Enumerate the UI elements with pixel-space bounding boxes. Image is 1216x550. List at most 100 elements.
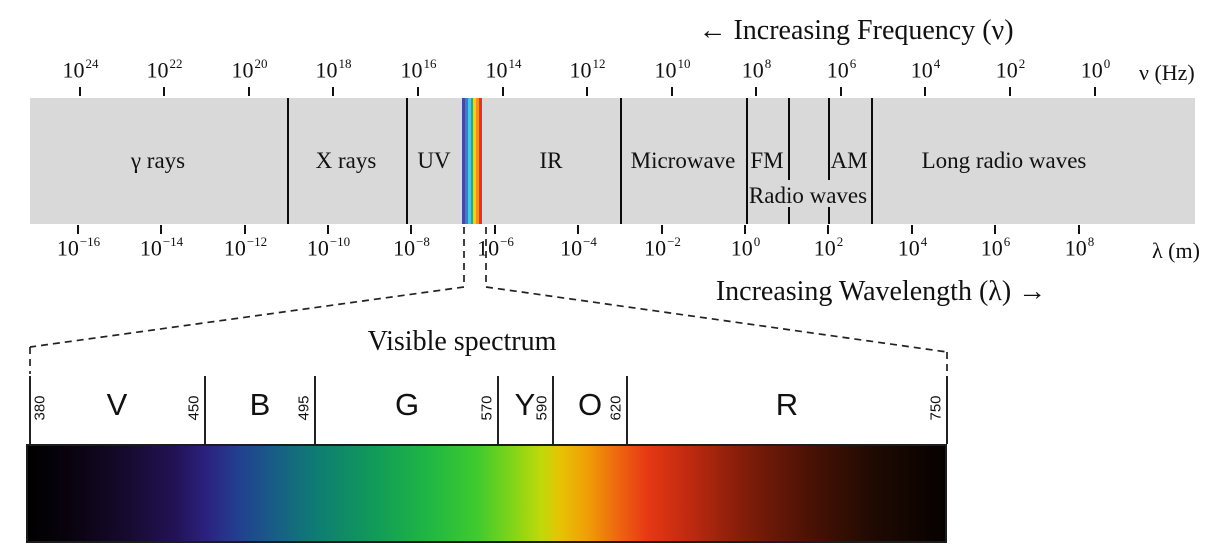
wavelength-tick xyxy=(827,225,829,234)
band-region-label: AM xyxy=(830,148,868,173)
wavelength-tick xyxy=(994,225,996,234)
band-divider xyxy=(287,98,289,224)
freq-tick xyxy=(332,87,334,96)
band-region-label: Long radio waves xyxy=(921,148,1087,173)
band-region-label: IR xyxy=(539,148,563,173)
wavelength-tick-label: 10−12 xyxy=(223,234,268,261)
band-divider xyxy=(620,98,622,224)
wavelength-tick xyxy=(77,225,79,234)
wavelength-tick xyxy=(577,225,579,234)
visible-boundary-line xyxy=(626,376,628,444)
band-divider-partial-bottom xyxy=(788,207,790,224)
visible-region-letter: B xyxy=(249,387,271,422)
wavelength-tick-label: 10−8 xyxy=(393,234,430,261)
visible-boundary-line xyxy=(314,376,316,444)
visible-region-letter: R xyxy=(775,387,799,422)
visible-boundary-label: 590 xyxy=(533,395,551,421)
freq-tick xyxy=(163,87,165,96)
wavelength-tick xyxy=(661,225,663,234)
wavelength-tick-label: 104 xyxy=(897,234,928,261)
freq-tick-label: 104 xyxy=(910,56,941,83)
freq-tick-label: 1010 xyxy=(654,56,691,83)
rainbow-strip xyxy=(462,98,483,224)
visible-spectrum-title: Visible spectrum xyxy=(367,326,557,357)
freq-tick-label: 1018 xyxy=(315,56,352,83)
band-region-label: FM xyxy=(750,148,784,173)
visible-region-letter: V xyxy=(106,387,128,422)
freq-tick-label: 100 xyxy=(1080,56,1111,83)
band-divider xyxy=(871,98,873,224)
visible-boundary-label: 620 xyxy=(607,395,625,421)
visible-boundary-line xyxy=(497,376,499,444)
freq-tick-label: 1022 xyxy=(146,56,183,83)
freq-tick xyxy=(248,87,250,96)
wavelength-tick-label: 10−10 xyxy=(306,234,351,261)
visible-boundary-label: 750 xyxy=(927,395,945,421)
visible-boundary-line xyxy=(946,376,948,444)
wavelength-tick-label: 10−16 xyxy=(56,234,101,261)
rainbow-stripe xyxy=(462,98,465,224)
visible-spectrum-bar xyxy=(26,444,947,543)
wavelength-tick-label: 100 xyxy=(730,234,761,261)
wavelength-tick xyxy=(410,225,412,234)
band-divider-partial-bottom xyxy=(828,207,830,224)
visible-region-letter: O xyxy=(577,387,603,422)
freq-tick xyxy=(755,87,757,96)
band-region-label: UV xyxy=(417,148,451,173)
visible-boundary-line xyxy=(552,376,554,444)
radio-waves-label: Radio waves xyxy=(748,183,868,208)
freq-tick xyxy=(840,87,842,96)
visible-boundary-label: 570 xyxy=(478,395,496,421)
band-region-label: γ rays xyxy=(130,148,186,173)
freq-tick xyxy=(502,87,504,96)
wavelength-tick-label: 10−14 xyxy=(139,234,184,261)
visible-boundary-line xyxy=(29,376,31,444)
rainbow-stripe xyxy=(479,98,483,224)
increasing-frequency-title: ← Increasing Frequency (ν) xyxy=(698,15,1014,46)
band-divider-partial-top xyxy=(828,98,830,180)
band-divider-partial-top xyxy=(788,98,790,180)
wavelength-tick xyxy=(327,225,329,234)
freq-tick-label: 1024 xyxy=(62,56,99,83)
visible-boundary-line xyxy=(204,376,206,444)
frequency-unit-label: ν (Hz) xyxy=(1139,60,1195,85)
visible-region-letter: Y xyxy=(514,387,536,422)
wavelength-unit-label: λ (m) xyxy=(1152,238,1200,263)
band-divider xyxy=(406,98,408,224)
spectrum-band: γ rays X rays UV IR Microwave FM AM Long radio … xyxy=(30,98,1195,224)
wavelength-tick xyxy=(1078,225,1080,234)
wavelength-tick-label: 106 xyxy=(980,234,1011,261)
band-divider xyxy=(746,98,748,224)
wavelength-tick-label: 10−4 xyxy=(560,234,597,261)
wavelength-tick-label: 10−6 xyxy=(477,234,514,261)
wavelength-tick xyxy=(244,225,246,234)
band-region-label: X rays xyxy=(315,148,377,173)
freq-tick-label: 108 xyxy=(741,56,772,83)
rainbow-stripe xyxy=(467,98,471,224)
wavelength-tick xyxy=(160,225,162,234)
wavelength-tick-label: 108 xyxy=(1064,234,1095,261)
rainbow-stripe xyxy=(464,98,468,224)
freq-tick xyxy=(924,87,926,96)
visible-boundary-label: 380 xyxy=(31,395,49,421)
freq-tick xyxy=(586,87,588,96)
wavelength-tick xyxy=(494,225,496,234)
wavelength-tick-label: 10−2 xyxy=(644,234,681,261)
freq-tick xyxy=(671,87,673,96)
rainbow-stripe xyxy=(476,98,480,224)
wavelength-tick xyxy=(911,225,913,234)
freq-tick-label: 1012 xyxy=(569,56,606,83)
freq-tick-label: 102 xyxy=(995,56,1026,83)
freq-tick xyxy=(1094,87,1096,96)
rainbow-stripe xyxy=(470,98,474,224)
increasing-wavelength-title: Increasing Wavelength (λ) → xyxy=(715,276,1047,307)
freq-tick xyxy=(79,87,81,96)
freq-tick-label: 1014 xyxy=(485,56,522,83)
freq-tick-label: 1020 xyxy=(231,56,268,83)
visible-boundary-label: 495 xyxy=(295,395,313,421)
visible-region-letter: G xyxy=(394,387,420,422)
visible-boundary-label: 450 xyxy=(185,395,203,421)
freq-tick-label: 106 xyxy=(826,56,857,83)
freq-tick xyxy=(417,87,419,96)
